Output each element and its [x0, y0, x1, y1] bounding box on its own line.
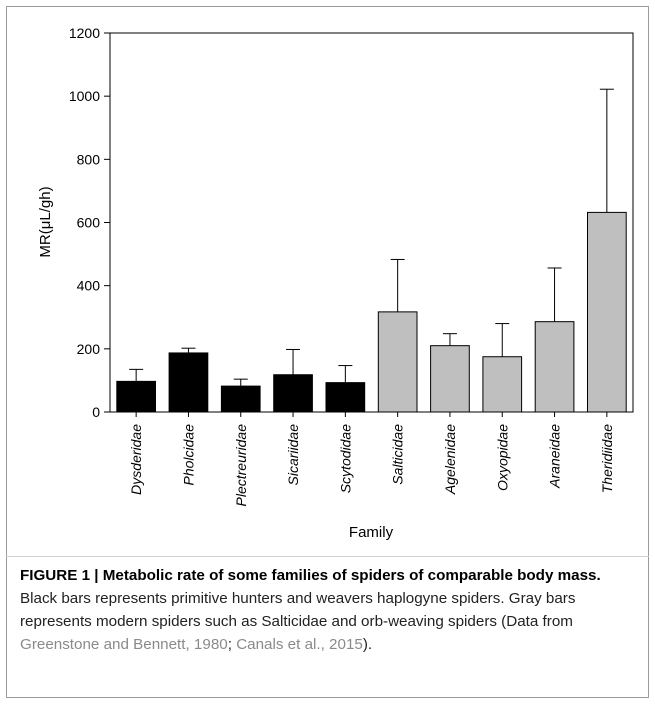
bar-theridiidae [586, 211, 627, 413]
caption-lead: FIGURE 1 | Metabolic rate of some famili… [20, 567, 601, 584]
x-axis-label: Family [349, 524, 394, 541]
y-axis-label: MR(μL/gh) [37, 186, 54, 257]
bar-sicariidae [273, 374, 313, 413]
y-tick-label: 400 [77, 278, 101, 294]
x-tick-label-sicariidae: Sicariidae [285, 424, 301, 486]
x-tick-label-agelenidae: Agelenidae [442, 424, 458, 495]
y-axis: 0 200 400 600 800 1000 1200 [69, 25, 110, 420]
bar-dysderidae [116, 380, 157, 413]
bar-scytodidae [325, 382, 366, 413]
bars [116, 88, 627, 413]
x-tick-label-oxyopidae: Oxyopidae [494, 424, 510, 491]
caption-divider [6, 556, 649, 557]
x-tick-label-dysderidae: Dysderidae [128, 424, 144, 495]
bar-araneidae [534, 321, 575, 413]
bar-pholcidae [168, 352, 209, 413]
y-tick-label: 800 [77, 151, 101, 167]
caption-separator: ; [227, 636, 237, 653]
x-tick-label-scytodidae: Scytodidae [337, 424, 353, 493]
y-tick-label: 200 [77, 341, 101, 357]
x-tick-label-plectreuridae: Plectreuridae [233, 424, 249, 507]
y-tick-label: 1000 [69, 88, 100, 104]
bar-chart: 0 200 400 600 800 1000 1200 Dysderidae Pholcida… [37, 25, 634, 541]
x-tick-label-theridiidae: Theridiidae [599, 424, 615, 493]
figure-caption: FIGURE 1 | Metabolic rate of some famili… [20, 564, 636, 656]
bar-salticidae [377, 311, 418, 413]
caption-ref-canals[interactable]: Canals et al., 2015 [236, 636, 363, 653]
caption-end: ). [362, 636, 373, 653]
x-tick-label-araneidae: Araneidae [547, 424, 563, 489]
x-tick-label-pholcidae: Pholcidae [180, 424, 196, 486]
y-tick-label: 0 [92, 404, 100, 420]
bar-oxyopidae [482, 356, 523, 413]
y-tick-label: 600 [77, 215, 101, 231]
caption-ref-greenstone[interactable]: Greenstone and Bennett, 1980 [20, 636, 228, 653]
y-tick-label: 1200 [69, 25, 100, 41]
x-axis: Dysderidae Pholcidae Plectreuridae Sicariid… [128, 412, 615, 507]
caption-body: Black bars represents primitive hunters … [20, 590, 576, 630]
bar-agelenidae [430, 345, 470, 413]
x-tick-label-salticidae: Salticidae [390, 424, 406, 485]
bar-plectreuridae [220, 385, 261, 413]
